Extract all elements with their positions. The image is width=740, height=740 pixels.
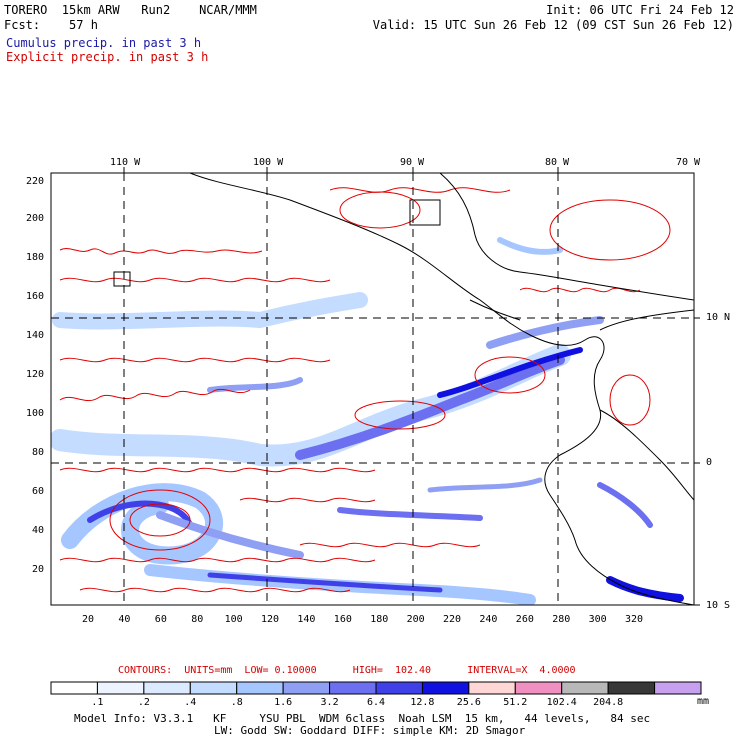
y-index-tick: 200 <box>26 213 45 224</box>
x-index-tick: 240 <box>479 614 498 625</box>
colorbar-label: 51.2 <box>503 697 527 708</box>
lat-tick: 0 <box>706 457 713 468</box>
colorbar-label: 204.8 <box>593 697 623 708</box>
colorbar-label: 102.4 <box>547 697 577 708</box>
axis-tick-marks <box>123 167 700 606</box>
y-index-tick: 160 <box>26 291 45 302</box>
x-index-tick: 260 <box>515 614 534 625</box>
lon-tick: 110 W <box>110 157 141 168</box>
physics-info: LW: Godd SW: Goddard DIFF: simple KM: 2D… <box>214 724 526 737</box>
x-index-tick: 40 <box>118 614 131 625</box>
colorbar-swatch <box>50 681 98 695</box>
y-index-tick: 80 <box>32 447 45 458</box>
colorbar-label: 6.4 <box>367 697 385 708</box>
colorbar-swatch <box>236 681 284 695</box>
colorbar-swatch <box>421 681 470 695</box>
lon-tick: 100 W <box>253 157 284 168</box>
forecast-hour: Fcst: 57 h <box>4 18 98 32</box>
model-title: TORERO 15km ARW Run2 NCAR/MMM <box>4 3 257 17</box>
lon-tick: 70 W <box>676 157 701 168</box>
y-index-tick: 220 <box>26 176 45 187</box>
colorbar: .1 .2 .4 .8 1.6 3.2 6.4 12.8 25.6 51.2 102.4 204.8 <box>50 681 702 708</box>
colorbar-swatch <box>607 681 656 695</box>
colorbar-label: 1.6 <box>274 697 292 708</box>
x-index-tick: 160 <box>333 614 352 625</box>
valid-time: Valid: 15 UTC Sun 26 Feb 12 (09 CST Sun … <box>372 18 734 32</box>
colorbar-label: .2 <box>138 697 150 708</box>
y-index-tick: 140 <box>26 330 45 341</box>
colorbar-label: .8 <box>231 697 243 708</box>
colorbar-label: .1 <box>91 697 103 708</box>
colorbar-swatch <box>329 681 377 695</box>
latlon-grid <box>51 173 694 605</box>
contour-info: CONTOURS: UNITS=mm LOW= 0.10000 HIGH= 10… <box>118 665 576 676</box>
colorbar-swatch <box>189 681 238 695</box>
cumulus-precip-label: Cumulus precip. in past 3 h <box>6 36 202 50</box>
colorbar-label: 25.6 <box>457 697 481 708</box>
y-index-tick: 20 <box>32 564 45 575</box>
colorbar-swatch <box>96 681 145 695</box>
x-index-tick: 100 <box>224 614 243 625</box>
y-index-tick: 120 <box>26 369 45 380</box>
colorbar-swatch <box>375 681 423 695</box>
init-time: Init: 06 UTC Fri 24 Feb 12 <box>546 3 734 17</box>
y-index-tick: 180 <box>26 252 45 263</box>
x-index-tick: 60 <box>154 614 167 625</box>
x-index-tick: 280 <box>552 614 571 625</box>
colorbar-swatch <box>514 681 563 695</box>
explicit-precip-label: Explicit precip. in past 3 h <box>6 50 209 64</box>
cumulus-precip-field <box>51 237 684 605</box>
colorbar-swatch <box>468 681 516 695</box>
colorbar-swatch <box>654 681 702 695</box>
colorbar-swatch <box>143 681 191 695</box>
explicit-precip-contours <box>59 187 671 593</box>
lon-tick: 90 W <box>400 157 425 168</box>
y-index-tick: 100 <box>26 408 45 419</box>
x-index-tick: 220 <box>443 614 462 625</box>
lon-tick: 80 W <box>545 157 570 168</box>
x-index-tick: 320 <box>625 614 644 625</box>
x-index-tick: 80 <box>191 614 204 625</box>
colorbar-label: .4 <box>184 697 196 708</box>
lat-tick: 10 N <box>706 312 731 323</box>
x-index-tick: 140 <box>297 614 316 625</box>
x-index-tick: 200 <box>406 614 425 625</box>
model-info: Model Info: V3.3.1 KF YSU PBL WDM 6class… <box>74 712 651 725</box>
colorbar-label: 3.2 <box>321 697 339 708</box>
coastlines <box>113 173 694 605</box>
colorbar-swatch <box>561 681 609 695</box>
x-index-tick: 180 <box>370 614 389 625</box>
lat-tick: 10 S <box>706 600 731 611</box>
x-index-tick: 300 <box>588 614 607 625</box>
map-frame <box>50 172 695 606</box>
x-index-tick: 20 <box>82 614 95 625</box>
x-index-tick: 120 <box>261 614 280 625</box>
colorbar-label: 12.8 <box>410 697 434 708</box>
colorbar-unit: mm <box>697 696 710 707</box>
colorbar-swatch <box>282 681 331 695</box>
y-index-tick: 40 <box>32 525 45 536</box>
y-index-tick: 60 <box>32 486 45 497</box>
